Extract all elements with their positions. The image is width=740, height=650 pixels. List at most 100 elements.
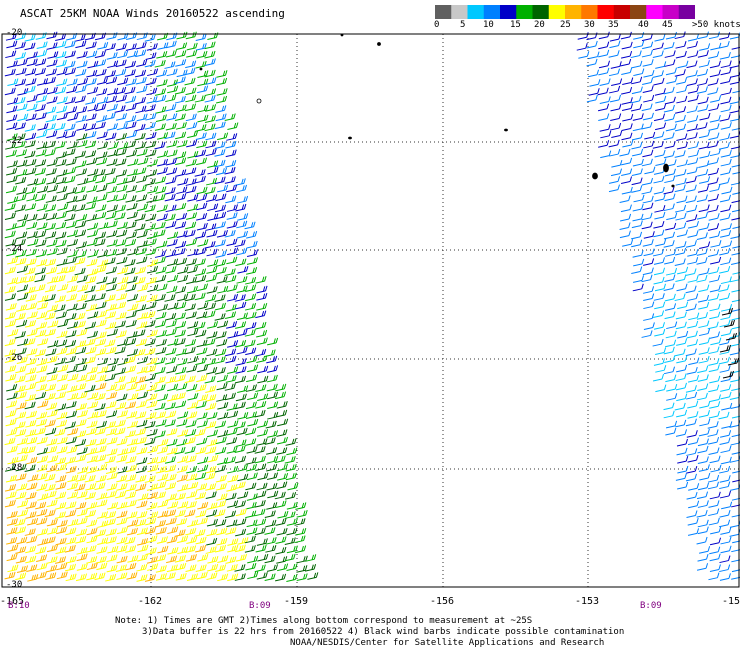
wind-barb bbox=[96, 151, 108, 159]
wind-barb bbox=[65, 256, 77, 265]
wind-barb bbox=[4, 499, 16, 508]
wind-barb bbox=[147, 563, 159, 571]
wind-barb bbox=[197, 85, 209, 94]
wind-barb bbox=[145, 213, 157, 222]
wind-barb bbox=[154, 366, 166, 375]
wind-barb bbox=[247, 418, 259, 427]
wind-barb bbox=[56, 131, 68, 139]
wind-barb bbox=[87, 268, 99, 276]
wind-barb bbox=[653, 293, 665, 301]
wind-barb bbox=[146, 294, 158, 303]
wind-barb bbox=[47, 455, 59, 463]
wind-barb bbox=[708, 500, 720, 508]
wind-barb bbox=[187, 481, 199, 490]
wind-barb bbox=[176, 69, 188, 78]
wind-barb bbox=[204, 338, 216, 346]
wind-barb bbox=[632, 113, 644, 121]
wind-barb bbox=[719, 344, 731, 353]
wind-barb bbox=[245, 482, 257, 491]
wind-barb bbox=[157, 446, 169, 454]
wind-barb bbox=[688, 312, 700, 321]
wind-barb bbox=[15, 67, 27, 76]
wind-barb bbox=[719, 230, 732, 238]
wind-barb bbox=[65, 401, 77, 409]
wind-barb bbox=[206, 177, 218, 186]
wind-barb bbox=[206, 509, 218, 518]
wind-barb bbox=[195, 60, 207, 69]
wind-barb bbox=[5, 409, 17, 418]
wind-barb bbox=[185, 167, 197, 175]
wind-barb bbox=[698, 60, 710, 68]
wind-barb bbox=[115, 490, 127, 499]
wind-barb bbox=[147, 445, 159, 454]
wind-barb bbox=[197, 239, 209, 247]
wind-barb bbox=[621, 87, 633, 95]
wind-barb bbox=[157, 393, 169, 402]
wind-barb bbox=[687, 437, 700, 446]
wind-barb bbox=[709, 455, 721, 464]
wind-barb bbox=[194, 258, 206, 266]
legend-swatch bbox=[646, 5, 663, 19]
wind-barb bbox=[226, 564, 238, 572]
wind-barb bbox=[676, 229, 688, 238]
wind-barb bbox=[215, 483, 227, 491]
wind-barb bbox=[116, 393, 128, 402]
wind-barb bbox=[721, 501, 733, 510]
wind-barb bbox=[154, 293, 166, 302]
wind-barb bbox=[237, 411, 249, 420]
wind-barb bbox=[698, 267, 710, 276]
wind-barb bbox=[35, 32, 47, 40]
wind-barb bbox=[234, 375, 247, 384]
wind-barb bbox=[276, 463, 288, 472]
wind-barb bbox=[666, 393, 678, 401]
wind-barb bbox=[36, 130, 48, 139]
wind-barb bbox=[707, 78, 719, 86]
wind-barb bbox=[710, 526, 722, 535]
wind-barb bbox=[125, 95, 137, 104]
wind-barb bbox=[26, 436, 38, 445]
wind-barb bbox=[16, 169, 28, 177]
wind-barb bbox=[146, 96, 158, 104]
wind-barb bbox=[86, 185, 98, 193]
wind-barb bbox=[105, 177, 118, 185]
wind-barb bbox=[114, 346, 126, 355]
wind-barb bbox=[265, 545, 277, 553]
wind-barb bbox=[65, 130, 77, 139]
wind-barb bbox=[136, 59, 148, 68]
wind-barb bbox=[85, 303, 98, 312]
wind-barb bbox=[720, 158, 732, 167]
wind-barb bbox=[94, 403, 106, 411]
legend-swatch bbox=[532, 5, 550, 19]
wind-barb bbox=[155, 329, 167, 338]
wind-barb bbox=[16, 231, 28, 240]
wind-barb bbox=[146, 502, 158, 510]
wind-barb bbox=[86, 420, 98, 429]
wind-barb bbox=[214, 420, 227, 429]
wind-barb bbox=[75, 229, 87, 238]
wind-barb bbox=[676, 159, 688, 168]
wind-barb bbox=[642, 195, 654, 204]
wind-barb bbox=[106, 564, 118, 573]
wind-barb bbox=[687, 400, 699, 409]
wind-barb bbox=[36, 562, 48, 571]
wind-barb bbox=[619, 213, 632, 222]
wind-barb bbox=[655, 238, 667, 247]
wind-barb bbox=[7, 277, 19, 285]
wind-barb bbox=[106, 502, 119, 510]
wind-barb bbox=[116, 572, 128, 581]
wind-barb bbox=[205, 546, 217, 554]
wind-barb bbox=[709, 148, 721, 157]
wind-barb bbox=[686, 105, 698, 114]
wind-barb bbox=[719, 292, 731, 301]
wind-barb bbox=[674, 258, 686, 266]
wind-barb bbox=[116, 536, 128, 545]
wind-barb bbox=[295, 527, 307, 536]
wind-barb bbox=[157, 42, 169, 50]
wind-barb bbox=[96, 131, 108, 140]
wind-barb bbox=[663, 231, 675, 240]
wind-barb bbox=[106, 472, 118, 480]
wind-barb bbox=[36, 554, 48, 563]
wind-barb bbox=[631, 86, 643, 95]
wind-barb bbox=[195, 132, 207, 141]
wind-barb bbox=[165, 473, 177, 482]
